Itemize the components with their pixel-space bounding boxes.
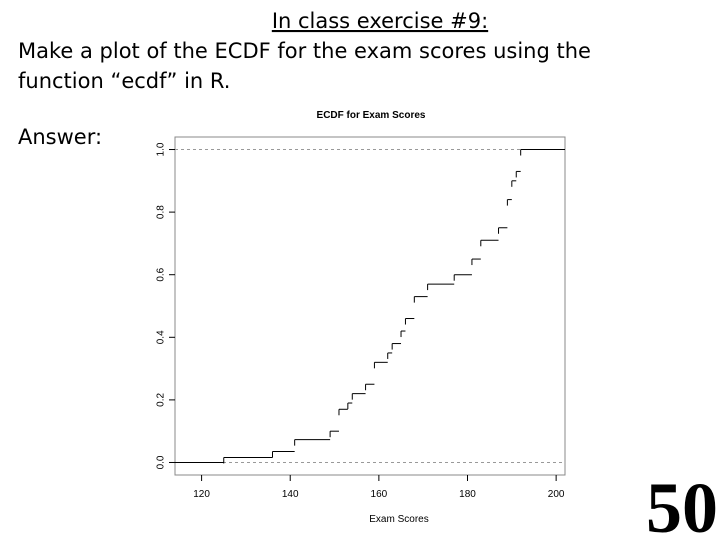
x-tick-label: 180 bbox=[459, 489, 476, 500]
x-tick-label: 200 bbox=[548, 489, 565, 500]
answer-label: Answer: bbox=[18, 125, 102, 149]
y-tick-label: 0.2 bbox=[156, 393, 167, 407]
y-tick-label: 0.0 bbox=[156, 455, 167, 469]
x-tick-label: 140 bbox=[282, 489, 299, 500]
x-tick-label: 160 bbox=[371, 489, 388, 500]
y-tick-label: 1.0 bbox=[156, 142, 167, 156]
page-number: 50 bbox=[646, 468, 718, 540]
chart-title: ECDF for Exam Scores bbox=[317, 110, 426, 121]
x-tick-label: 120 bbox=[193, 489, 210, 500]
y-tick-label: 0.4 bbox=[156, 330, 167, 344]
slide-text: function “ecdf” in R. bbox=[18, 69, 230, 93]
y-tick-label: 0.6 bbox=[156, 267, 167, 281]
plot-frame bbox=[174, 136, 566, 476]
x-axis-label: Exam Scores bbox=[369, 514, 428, 525]
slide-text: Make a plot of the ECDF for the exam sco… bbox=[18, 39, 591, 63]
slide-heading: In class exercise #9: bbox=[272, 9, 488, 33]
y-tick-label: 0.8 bbox=[156, 205, 167, 219]
